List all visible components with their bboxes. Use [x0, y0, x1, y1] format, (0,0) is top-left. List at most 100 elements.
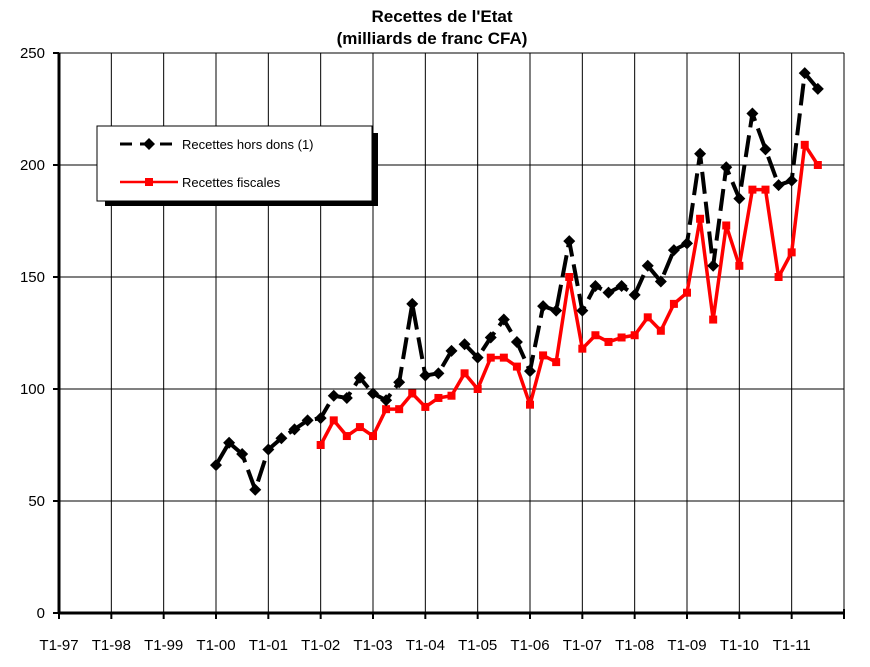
- data-point: [340, 391, 353, 404]
- data-point: [486, 353, 495, 362]
- data-point: [458, 338, 471, 351]
- data-point: [539, 351, 548, 360]
- data-point: [811, 82, 824, 95]
- data-point: [327, 389, 340, 402]
- data-point: [746, 107, 759, 120]
- series-layer: [210, 67, 824, 496]
- y-tick-label: 0: [37, 605, 45, 622]
- data-point: [772, 179, 785, 192]
- x-tick-labels: T1-97 T1-98 T1-99 T1-00 T1-01 T1-02 T1-03 T1-04…: [39, 637, 810, 654]
- data-point: [262, 443, 275, 456]
- data-point: [683, 288, 691, 297]
- data-point: [563, 235, 576, 248]
- data-point: [393, 376, 406, 389]
- x-tick-label: T1-98: [92, 637, 131, 654]
- data-point: [656, 326, 665, 335]
- x-tick-label: T1-09: [667, 637, 706, 654]
- data-point: [473, 385, 482, 393]
- data-point: [643, 313, 652, 322]
- series-recettes-hors-dons: [210, 67, 824, 496]
- data-point: [369, 432, 377, 441]
- chart-title: Recettes de l'Etat: [371, 7, 512, 26]
- data-point: [406, 297, 419, 310]
- data-point: [748, 185, 757, 194]
- data-point: [759, 143, 772, 156]
- y-tick-labels: 0 50 100 150 200 250: [20, 45, 45, 622]
- data-point: [681, 237, 693, 250]
- axes: [53, 52, 845, 619]
- data-point: [709, 315, 718, 324]
- x-tick-label: T1-06: [510, 637, 549, 654]
- data-point: [798, 67, 811, 80]
- x-tick-label: T1-00: [196, 637, 235, 654]
- y-tick-label: 50: [28, 493, 45, 510]
- data-point: [565, 273, 574, 281]
- data-point: [499, 353, 508, 362]
- x-tick-label: T1-01: [249, 637, 288, 654]
- legend-box: [96, 125, 373, 202]
- data-point: [602, 286, 615, 299]
- data-point: [667, 244, 680, 257]
- data-point: [249, 483, 262, 496]
- x-tick-label: T1-11: [773, 637, 811, 654]
- data-point: [460, 369, 469, 378]
- data-point: [434, 393, 443, 402]
- data-point: [510, 335, 523, 348]
- legend-label: Recettes fiscales: [182, 175, 281, 190]
- data-point: [615, 279, 628, 292]
- data-point: [432, 367, 445, 380]
- x-tick-label: T1-08: [615, 637, 654, 654]
- data-point: [578, 344, 587, 353]
- data-point: [722, 221, 731, 230]
- data-point: [380, 394, 393, 407]
- data-point: [353, 371, 366, 384]
- data-point: [735, 261, 744, 270]
- data-point: [275, 432, 288, 445]
- data-point: [707, 259, 720, 272]
- legend-marker: [143, 138, 155, 150]
- data-point: [223, 436, 236, 449]
- legend-marker: [145, 178, 153, 186]
- data-point: [524, 365, 536, 378]
- data-point: [628, 288, 641, 301]
- data-point: [813, 161, 822, 169]
- data-point: [774, 273, 783, 281]
- data-point: [419, 369, 432, 382]
- data-point: [526, 400, 534, 409]
- data-point: [301, 414, 314, 427]
- data-point: [314, 412, 327, 425]
- data-point: [210, 459, 222, 472]
- data-point: [669, 299, 678, 308]
- data-point: [497, 313, 510, 326]
- x-tick-label: T1-10: [720, 637, 759, 654]
- data-point: [550, 304, 563, 317]
- data-point: [552, 358, 561, 367]
- x-tick-label: T1-99: [144, 637, 183, 654]
- data-point: [630, 331, 639, 340]
- x-tick-label: T1-97: [39, 637, 78, 654]
- data-point: [445, 344, 458, 357]
- data-point: [720, 161, 733, 174]
- data-point: [576, 304, 589, 317]
- data-point: [591, 331, 600, 340]
- y-tick-label: 150: [20, 269, 45, 286]
- series-line: [319, 143, 820, 446]
- data-point: [761, 185, 770, 194]
- data-point: [329, 416, 338, 425]
- data-point: [512, 362, 521, 371]
- data-point: [367, 387, 379, 400]
- data-point: [589, 279, 602, 292]
- data-point: [484, 331, 497, 344]
- data-point: [694, 147, 707, 160]
- y-tick-label: 200: [20, 157, 45, 174]
- data-point: [382, 405, 391, 414]
- legend: Recettes hors dons (1) Recettes fiscales: [96, 125, 378, 206]
- series-recettes-fiscales: [316, 140, 822, 449]
- x-tick-label: T1-07: [563, 637, 602, 654]
- data-point: [236, 447, 249, 460]
- data-point: [342, 432, 351, 441]
- data-point: [785, 174, 798, 187]
- data-point: [288, 423, 301, 436]
- data-point: [316, 441, 325, 449]
